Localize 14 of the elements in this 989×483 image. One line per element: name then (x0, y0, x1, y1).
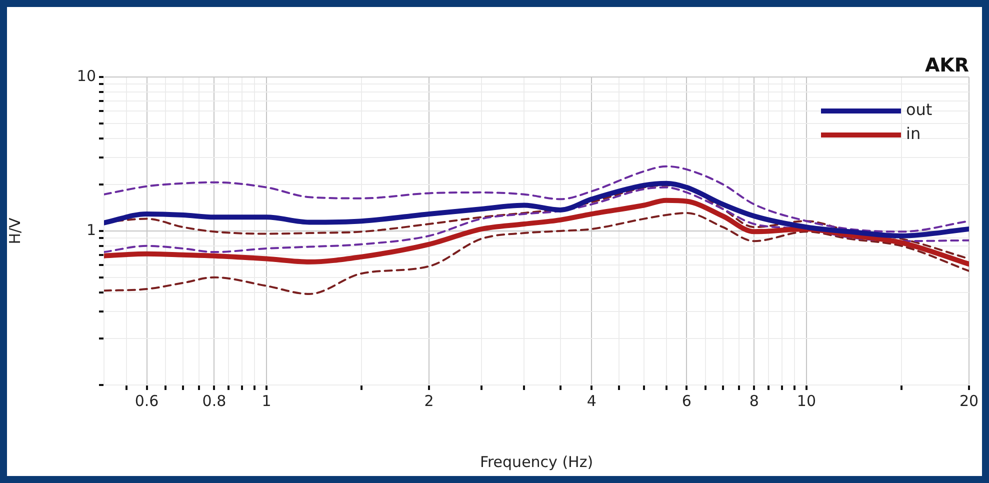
y-axis-title: H/V (6, 216, 24, 244)
x-tick-label: 10 (796, 392, 816, 410)
x-tick-label: 1 (262, 392, 272, 410)
chart-title: AKR (924, 54, 970, 76)
x-tick-label: 4 (586, 392, 596, 410)
x-tick-label: 6 (682, 392, 692, 410)
legend-label: in (906, 124, 921, 144)
x-tick-label: 8 (749, 392, 759, 410)
x-tick-label: 0.6 (134, 392, 159, 410)
legend-label: out (906, 100, 932, 120)
x-tick-label: 20 (959, 392, 979, 410)
x-tick-label: 0.8 (202, 392, 226, 410)
x-axis-title: Frequency (Hz) (480, 452, 594, 471)
x-tick-label: 2 (424, 392, 434, 410)
